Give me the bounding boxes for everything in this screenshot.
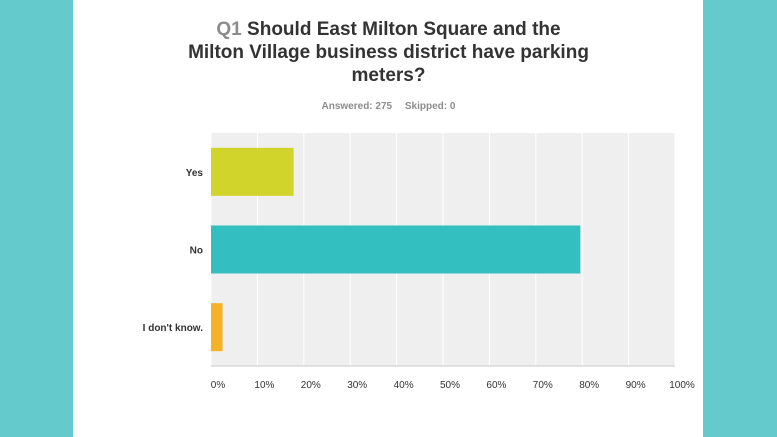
x-tick-label: 30%: [347, 380, 367, 391]
x-tick-label: 20%: [301, 380, 321, 391]
question-title-line-1: Q1 Should East Milton Square and the: [0, 18, 777, 41]
x-tick-label: 40%: [394, 380, 414, 391]
x-tick-label: 50%: [440, 380, 460, 391]
bar: [211, 303, 223, 352]
bar: [211, 147, 294, 196]
x-tick-label: 70%: [533, 380, 553, 391]
question-title-text-1: Should East Milton Square and the: [247, 19, 561, 40]
x-tick-label: 80%: [579, 380, 599, 391]
question-title: Q1 Should East Milton Square and the Mil…: [0, 18, 777, 87]
question-title-line-2: Milton Village business district have pa…: [188, 42, 589, 63]
answered-count: Answered: 275: [321, 101, 393, 112]
skipped-count: Skipped: 0: [404, 101, 456, 112]
x-tick-label: 100%: [669, 380, 695, 391]
x-tick-label: 60%: [486, 380, 506, 391]
question-title-line-3: meters?: [351, 65, 426, 86]
question-number: Q1: [216, 19, 242, 40]
category-label: I don't know.: [143, 323, 204, 334]
x-tick-label: 90%: [626, 380, 646, 391]
category-label: Yes: [186, 168, 204, 179]
category-label: No: [190, 246, 203, 257]
bar: [211, 225, 581, 274]
x-tick-label: 0%: [211, 380, 226, 391]
x-tick-label: 10%: [254, 380, 274, 391]
response-stats: Answered: 275 Skipped: 0: [0, 101, 777, 112]
